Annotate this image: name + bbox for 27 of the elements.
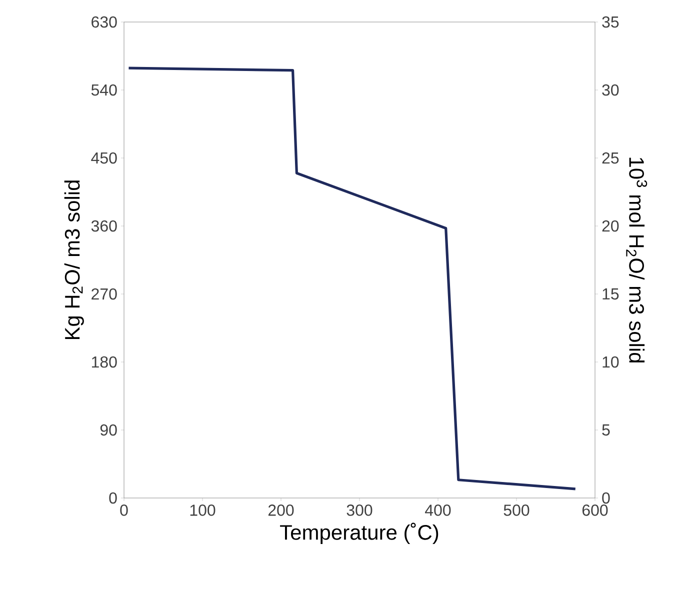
y2-tick-label: 25 <box>602 152 619 164</box>
x-tick-label: 500 <box>504 504 530 516</box>
x-axis-title: Temperature (˚C) <box>280 522 438 544</box>
y-tick-label: 90 <box>100 424 117 436</box>
x-tick-label: 200 <box>268 504 294 516</box>
y2-tick-label: 35 <box>602 16 619 28</box>
y-tick-label: 630 <box>92 16 117 28</box>
y-tick-label: 540 <box>91 84 117 96</box>
y2-axis-title: 10$^{3}$ mol H$_{2}$O/ m3 solid <box>626 158 648 362</box>
x-tick-label: 300 <box>346 504 372 516</box>
y-tick-label: 0 <box>109 492 117 504</box>
y-tick-label: 270 <box>92 288 117 300</box>
y-tick-label: 450 <box>91 152 117 164</box>
y2-tick-label: 0 <box>602 492 610 504</box>
line-series <box>127 66 577 490</box>
y2-tick-label: 10 <box>602 356 619 368</box>
x-tick-label: 400 <box>425 504 451 516</box>
y-tick-label: 180 <box>92 356 117 368</box>
y-axis-title: Kg H$_{2}$O/ m3 solid <box>64 180 84 340</box>
y-tick-label: 360 <box>91 220 117 232</box>
y2-tick-label: 30 <box>602 84 619 96</box>
x-tick-label: 600 <box>582 504 608 516</box>
y2-tick-label: 5 <box>602 424 610 436</box>
y2-tick-label: 15 <box>602 288 619 300</box>
x-tick-label: 100 <box>190 504 216 516</box>
y2-tick-label: 20 <box>602 220 619 232</box>
x-tick-label: 0 <box>120 504 128 516</box>
